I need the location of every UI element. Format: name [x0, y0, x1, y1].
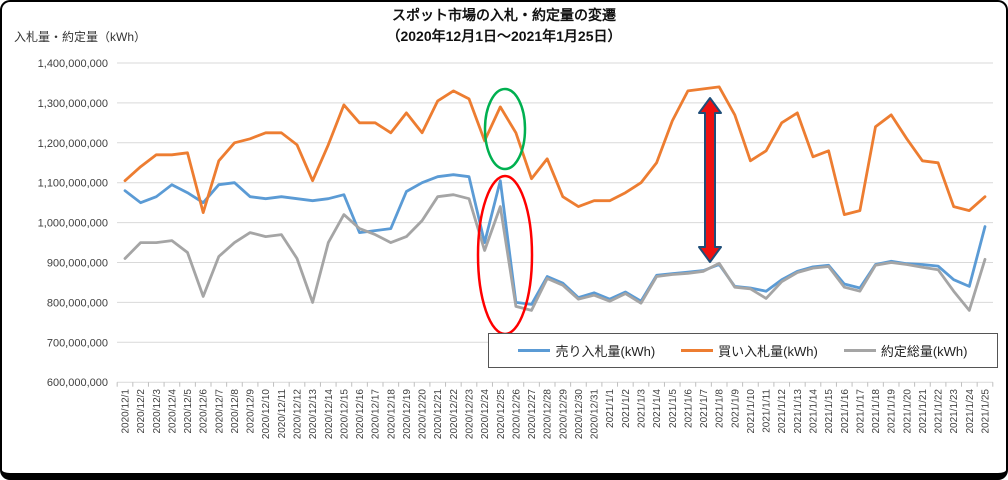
red-double-arrow-icon: [698, 97, 722, 263]
legend-item-sell: 売り入札量(kWh): [518, 341, 655, 360]
buy-line-marker-icon: [681, 349, 714, 352]
x-axis-tick-label: 2020/12/27: [527, 389, 538, 439]
x-axis-tick-label: 2020/12/10: [261, 389, 272, 439]
x-axis-tick-label: 2021/1/21: [918, 389, 929, 434]
x-axis-tick-label: 2020/12/5: [183, 389, 194, 434]
y-axis-tick-label: 1,300,000,000: [38, 98, 108, 110]
x-axis-tick-label: 2020/12/18: [386, 389, 397, 439]
x-axis-tick-label: 2021/1/1: [605, 389, 616, 428]
x-axis-tick-label: 2021/1/14: [808, 389, 819, 434]
x-axis-tick-label: 2020/12/22: [449, 389, 460, 439]
x-axis-tick-label: 2021/1/9: [730, 389, 741, 428]
x-axis-tick-label: 2021/1/17: [855, 389, 866, 434]
x-axis-tick-label: 2020/12/2: [136, 389, 147, 434]
legend: 売り入札量(kWh) 買い入札量(kWh) 約定総量(kWh): [488, 333, 998, 368]
green-highlight-ellipse: [483, 87, 527, 171]
x-axis-tick-label: 2021/1/15: [824, 389, 835, 434]
x-axis-tick-label: 2021/1/19: [887, 389, 898, 434]
series-line-contracted: [123, 193, 987, 312]
x-axis-tick-label: 2020/12/9: [246, 389, 257, 434]
x-axis-tick-label: 2020/12/26: [511, 389, 522, 439]
x-axis-tick-label: 2020/12/25: [496, 389, 507, 439]
red-highlight-ellipse: [476, 174, 534, 336]
x-axis-tick-label: 2020/12/16: [355, 389, 366, 439]
x-axis-tick-label: 2021/1/20: [902, 389, 913, 434]
x-axis-tick-label: 2020/12/13: [308, 389, 319, 439]
y-axis-unit-label: 入札量・約定量（kWh）: [14, 30, 147, 44]
legend-label-contracted: 約定総量(kWh): [880, 344, 968, 359]
chart-title: スポット市場の入札・約定量の変遷 （2020年12月1日～2021年1月25日）: [0, 5, 1008, 47]
x-axis-tick-label: 2021/1/24: [965, 389, 976, 434]
series-line-sell: [123, 173, 987, 306]
x-axis-tick-label: 2020/12/7: [214, 389, 225, 434]
y-axis-tick-label: 1,100,000,000: [38, 178, 108, 190]
x-axis-tick-label: 2020/12/12: [292, 389, 303, 439]
legend-label-buy: 買い入札量(kWh): [718, 344, 818, 359]
y-axis-tick-label: 1,200,000,000: [38, 138, 108, 150]
x-axis-tick-label: 2021/1/8: [715, 389, 726, 428]
y-axis-tick-label: 800,000,000: [47, 297, 108, 309]
x-axis-tick-label: 2021/1/6: [683, 389, 694, 428]
x-axis-tick-label: 2020/12/8: [230, 389, 241, 434]
y-axis-tick-label: 900,000,000: [47, 258, 108, 270]
x-axis-tick-label: 2021/1/23: [949, 389, 960, 434]
legend-label-sell: 売り入札量(kWh): [555, 344, 656, 359]
x-axis-tick-label: 2021/1/13: [793, 389, 804, 434]
x-axis-tick-label: 2020/12/11: [277, 389, 288, 439]
x-axis-tick-label: 2020/12/28: [543, 389, 554, 439]
x-axis-tick-label: 2020/12/6: [199, 389, 210, 434]
x-axis-tick-label: 2021/1/11: [762, 389, 773, 433]
x-axis-tick-label: 2021/1/10: [746, 389, 757, 434]
x-axis-tick-label: 2020/12/14: [324, 389, 335, 439]
chart-title-line1: スポット市場の入札・約定量の変遷: [392, 7, 616, 23]
y-axis-tick-label: 1,400,000,000: [38, 58, 108, 70]
x-axis-tick-label: 2020/12/23: [464, 389, 475, 439]
x-axis-tick-label: 2020/12/30: [574, 389, 585, 439]
y-axis-tick-label: 1,000,000,000: [38, 218, 108, 230]
y-axis-tick-label: 600,000,000: [47, 377, 108, 389]
x-axis-tick-label: 2021/1/12: [777, 389, 788, 434]
x-axis-tick-label: 2021/1/25: [980, 389, 991, 434]
series-line-buy: [123, 85, 987, 217]
x-axis-tick-label: 2021/1/2: [621, 389, 632, 428]
chart-title-line2: （2020年12月1日～2021年1月25日）: [386, 28, 622, 44]
sell-line-marker-icon: [518, 349, 551, 352]
x-axis-tick-label: 2021/1/22: [934, 389, 945, 434]
x-axis-tick-label: 2020/12/19: [402, 389, 413, 439]
y-axis-tick-label: 700,000,000: [47, 337, 108, 349]
x-axis-tick-label: 2020/12/3: [152, 389, 163, 434]
x-axis-tick-label: 2021/1/18: [871, 389, 882, 434]
x-axis-tick-label: 2021/1/3: [636, 389, 647, 428]
x-axis-tick-label: 2020/12/24: [480, 389, 491, 439]
x-axis-tick-label: 2020/12/4: [167, 389, 178, 434]
x-axis-tick-label: 2020/12/20: [418, 389, 429, 439]
legend-item-contracted: 約定総量(kWh): [843, 341, 968, 360]
x-axis-tick-label: 2020/12/1: [121, 389, 132, 434]
legend-item-buy: 買い入札量(kWh): [681, 341, 818, 360]
x-axis-tick-label: 2020/12/21: [433, 389, 444, 439]
x-axis-tick-label: 2021/1/5: [668, 389, 679, 428]
x-axis-tick-label: 2020/12/17: [371, 389, 382, 439]
x-axis-tick-label: 2020/12/31: [590, 389, 601, 439]
contracted-line-marker-icon: [843, 349, 876, 352]
x-axis-tick-label: 2020/12/29: [558, 389, 569, 439]
x-axis-tick-label: 2021/1/7: [699, 389, 710, 428]
x-axis-tick-label: 2021/1/4: [652, 389, 663, 428]
x-axis-tick-label: 2020/12/15: [339, 389, 350, 439]
x-axis-tick-label: 2021/1/16: [840, 389, 851, 434]
